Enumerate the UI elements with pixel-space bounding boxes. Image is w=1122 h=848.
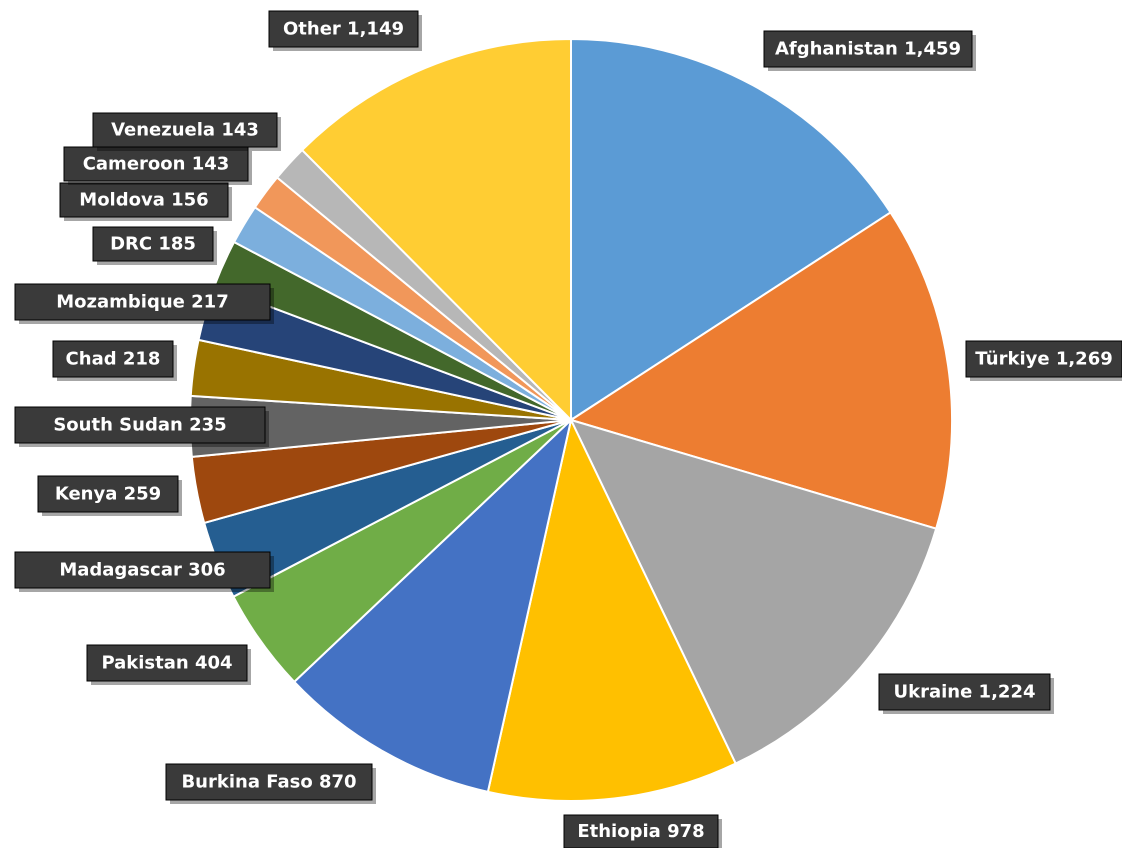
data-label-mozambique: Mozambique 217 [14,283,274,324]
data-label-box [14,406,266,444]
data-label-box [52,340,174,378]
data-label-text: South Sudan 235 [53,415,226,436]
data-label-box [86,644,248,682]
data-label-box [165,763,373,801]
data-label-text: Türkiye 1,269 [975,349,1113,370]
data-label-text: Burkina Faso 870 [181,772,356,793]
data-label-box [59,182,229,218]
data-label-box [965,340,1122,378]
data-label-text: Mozambique 217 [56,292,228,313]
data-label-box [37,475,179,513]
data-label-burkina-faso: Burkina Faso 870 [165,763,376,804]
data-label-madagascar: Madagascar 306 [14,551,274,592]
data-label-text: Ukraine 1,224 [893,682,1035,703]
data-label-text: Chad 218 [66,349,161,370]
data-label-text: Ethiopia 978 [577,821,704,842]
data-label-cameroon: Cameroon 143 [63,146,252,185]
data-label-box [563,814,719,848]
data-label-south-sudan: South Sudan 235 [14,406,269,447]
data-label-text: Moldova 156 [79,190,208,211]
pie-slice-afghanistan [570,37,892,422]
pie-slice-burkina-faso [292,417,573,794]
data-label-box [878,673,1051,711]
data-label-other: Other 1,149 [268,10,422,51]
data-label-box [63,146,249,182]
data-label-text: Cameroon 143 [83,154,230,175]
data-label-ukraine: Ukraine 1,224 [878,673,1054,714]
data-label-afghanistan: Afghanistan 1,459 [763,30,976,71]
data-label-box [14,551,271,589]
data-label-pakistan: Pakistan 404 [86,644,251,685]
data-label-text: DRC 185 [110,234,196,255]
data-label-t-rkiye: Türkiye 1,269 [965,340,1122,381]
data-label-text: Madagascar 306 [59,560,225,581]
data-label-text: Kenya 259 [55,484,161,505]
data-label-venezuela: Venezuela 143 [92,112,281,151]
data-label-drc: DRC 185 [92,226,217,265]
pie-data-labels: Afghanistan 1,459 Türkiye 1,269 Ukraine 1,… [14,10,1122,848]
data-label-box [268,10,419,48]
data-label-moldova: Moldova 156 [59,182,232,221]
pie-slice-t-rkiye [568,211,953,530]
data-label-kenya: Kenya 259 [37,475,182,516]
data-label-text: Pakistan 404 [101,653,232,674]
data-label-text: Other 1,149 [283,19,404,40]
data-label-box [92,112,278,148]
data-label-box [92,226,214,262]
pie-slice-ukraine [569,418,938,765]
pie-slices [189,37,953,802]
data-label-chad: Chad 218 [52,340,177,381]
data-label-ethiopia: Ethiopia 978 [563,814,722,848]
data-label-text: Venezuela 143 [111,120,259,141]
pie-slice-other [300,37,572,423]
data-label-box [14,283,271,321]
data-label-box [763,30,973,68]
data-label-text: Afghanistan 1,459 [775,39,961,60]
